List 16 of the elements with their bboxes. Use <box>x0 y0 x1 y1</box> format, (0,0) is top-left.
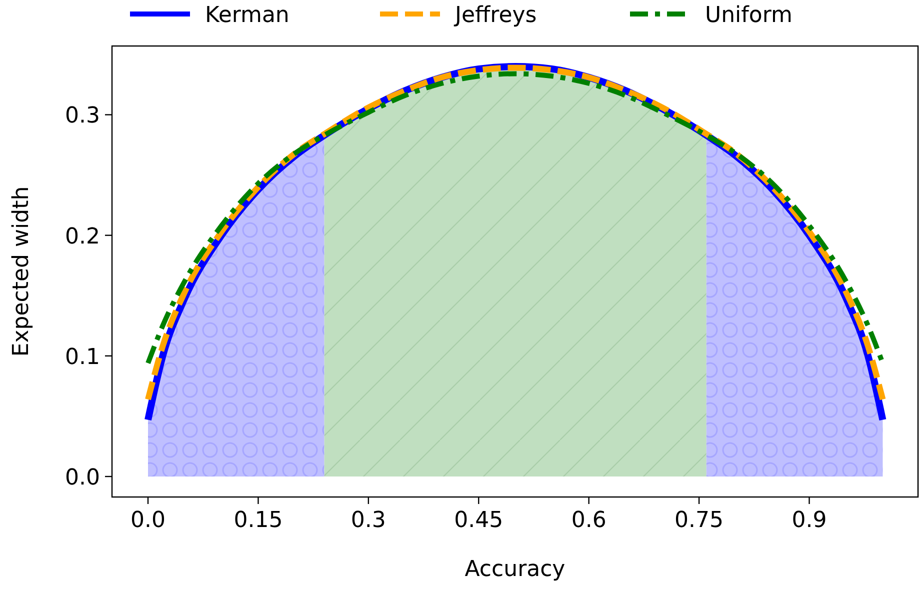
y-tick-label: 0.0 <box>65 466 100 490</box>
y-tick-label: 0.1 <box>65 344 100 370</box>
legend-label: Jeffreys <box>453 3 537 28</box>
x-tick-label: 0.15 <box>234 508 283 533</box>
x-axis-title: Accuracy <box>464 557 566 582</box>
x-tick-label: 0.75 <box>674 508 724 533</box>
x-tick-label: 0.9 <box>792 508 827 533</box>
legend-label: Kerman <box>205 3 290 28</box>
x-tick-label: 0.45 <box>454 508 504 533</box>
y-tick-label: 0.3 <box>65 104 100 129</box>
x-tick-label: 0.6 <box>571 508 606 533</box>
legend-label: Uniform <box>705 3 792 28</box>
x-tick-label: 0.3 <box>350 508 386 533</box>
x-tick-label: 0.0 <box>130 508 166 533</box>
y-tick-label: 0.2 <box>65 224 100 250</box>
y-axis-title: Expected width <box>9 186 34 357</box>
